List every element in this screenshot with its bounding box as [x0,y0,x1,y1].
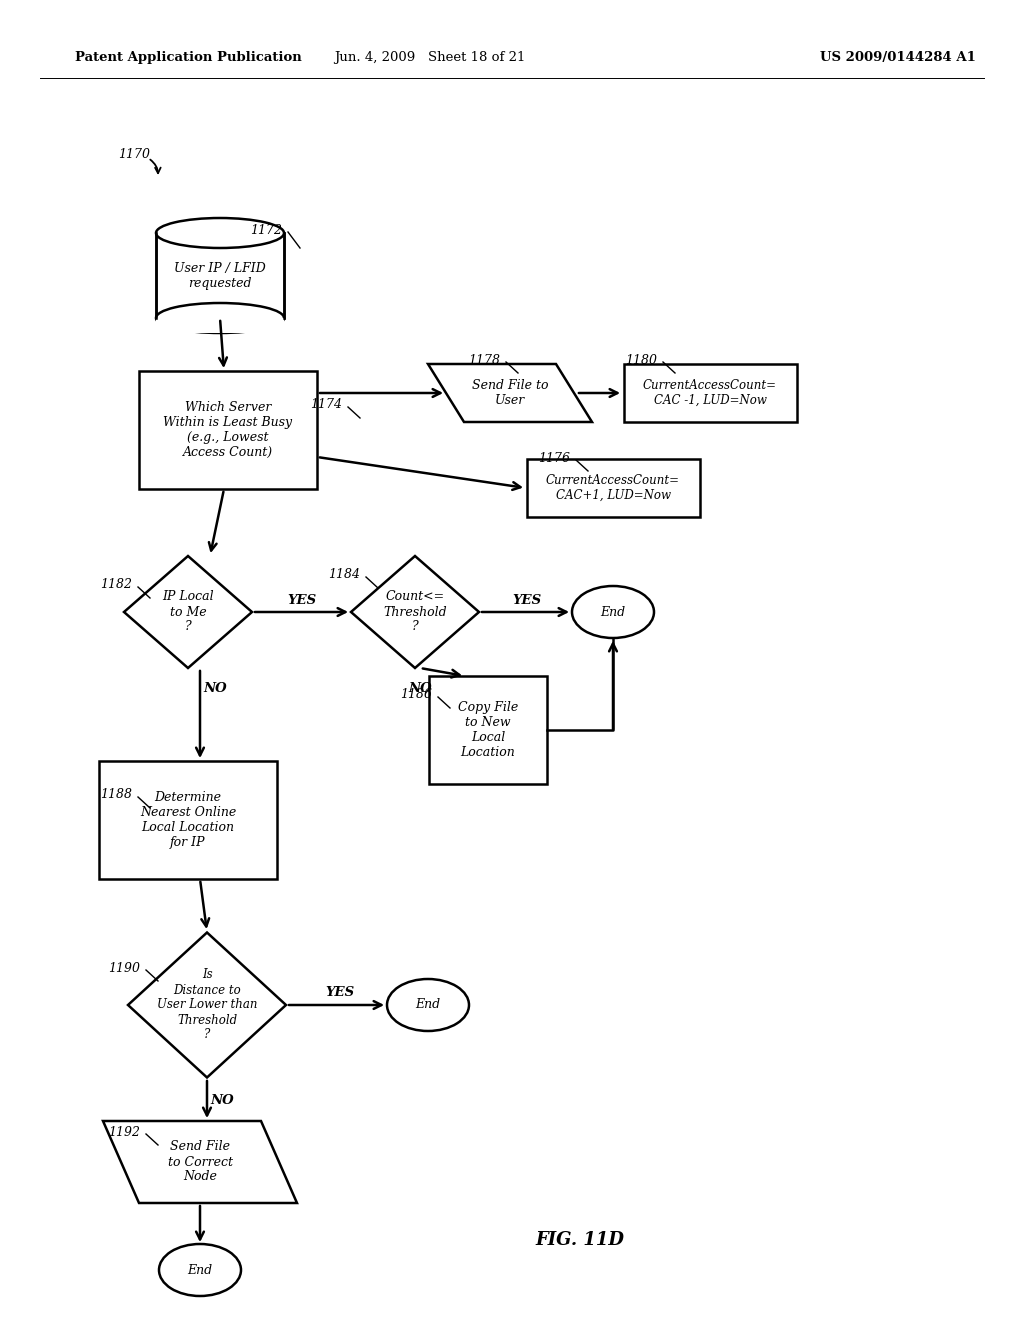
Text: 1174: 1174 [310,399,342,412]
Text: YES: YES [326,986,354,999]
Text: 1184: 1184 [328,569,360,582]
Ellipse shape [572,586,654,638]
Bar [429,676,547,784]
Text: 1190: 1190 [108,961,140,974]
Text: Patent Application Publication: Patent Application Publication [75,51,302,65]
Text: End: End [600,606,626,619]
Text: IP Local
to Me
?: IP Local to Me ? [162,590,214,634]
Text: 1170: 1170 [118,149,150,161]
Polygon shape [103,1121,297,1203]
Text: US 2009/0144284 A1: US 2009/0144284 A1 [820,51,976,65]
Text: YES: YES [512,594,542,606]
Text: 1182: 1182 [100,578,132,591]
Text: 1172: 1172 [250,223,282,236]
Polygon shape [124,556,252,668]
Bar [139,371,317,488]
Bar [156,234,284,318]
Text: Which Server
Within is Least Busy
(e.g., Lowest
Access Count): Which Server Within is Least Busy (e.g.,… [164,401,293,459]
Text: Send File
to Correct
Node: Send File to Correct Node [168,1140,232,1184]
Bar [99,762,278,879]
Polygon shape [428,364,592,422]
Text: NO: NO [203,681,226,694]
Text: NO: NO [409,681,432,694]
Text: YES: YES [288,594,316,606]
Text: Send File to
User: Send File to User [472,379,548,407]
Text: CurrentAccessCount=
CAC+1, LUD=Now: CurrentAccessCount= CAC+1, LUD=Now [546,474,680,502]
Text: Jun. 4, 2009   Sheet 18 of 21: Jun. 4, 2009 Sheet 18 of 21 [334,51,525,65]
Polygon shape [351,556,479,668]
Bar [526,459,699,517]
Polygon shape [128,932,286,1077]
Text: Determine
Nearest Online
Local Location
for IP: Determine Nearest Online Local Location … [140,791,237,849]
Text: 1186: 1186 [400,689,432,701]
Text: Copy File
to New
Local
Location: Copy File to New Local Location [458,701,518,759]
Text: End: End [187,1263,213,1276]
Text: FIG. 11D: FIG. 11D [536,1232,625,1249]
Bar [156,318,284,333]
Text: 1176: 1176 [538,451,570,465]
Text: 1178: 1178 [468,354,500,367]
Text: Is
Distance to
User Lower than
Threshold
?: Is Distance to User Lower than Threshold… [157,969,257,1041]
Text: User IP / LFID
requested: User IP / LFID requested [174,261,266,290]
Text: 1192: 1192 [108,1126,140,1138]
Text: Count<=
Threshold
?: Count<= Threshold ? [383,590,446,634]
Ellipse shape [156,218,284,248]
Ellipse shape [159,1243,241,1296]
Text: CurrentAccessCount=
CAC -1, LUD=Now: CurrentAccessCount= CAC -1, LUD=Now [643,379,777,407]
Bar [624,364,797,422]
Text: 1180: 1180 [625,354,657,367]
Text: NO: NO [210,1093,233,1106]
Ellipse shape [387,979,469,1031]
Ellipse shape [156,304,284,333]
Text: 1188: 1188 [100,788,132,801]
Text: End: End [416,998,440,1011]
